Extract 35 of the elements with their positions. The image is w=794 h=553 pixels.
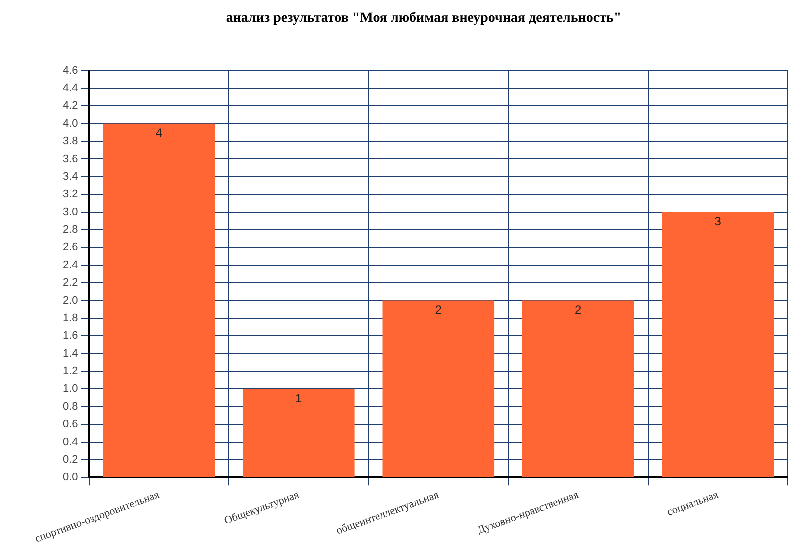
y-tick-label: 4.6	[62, 64, 78, 77]
y-tick-label: 0.8	[62, 400, 78, 413]
y-tick-label: 3.8	[62, 136, 78, 148]
bar	[522, 300, 634, 478]
data-label: 4	[156, 126, 163, 140]
y-tick-label: 1.8	[62, 312, 78, 324]
y-tick-label: 2.6	[62, 242, 78, 254]
y-tick-label: 2.8	[62, 224, 78, 236]
y-tick-label: 2.2	[62, 277, 78, 290]
data-label: 2	[435, 303, 442, 318]
y-tick-label: 0.2	[62, 454, 78, 466]
y-tick-label: 3.0	[62, 206, 78, 218]
y-tick-label: 4.4	[62, 82, 78, 95]
y-tick-label: 1.4	[62, 348, 78, 360]
y-tick-label: 2.4	[62, 259, 78, 272]
bar	[382, 300, 495, 478]
y-tick-label: 3.6	[62, 153, 78, 166]
chart-title: анализ результатов "Моя любимая внеурочная деятельность"	[226, 11, 622, 26]
bar	[662, 212, 774, 478]
y-tick-label: 0.4	[62, 436, 78, 448]
y-tick-label: 0.6	[62, 418, 78, 431]
y-tick-label: 1.0	[62, 383, 78, 396]
data-label: 3	[714, 214, 722, 229]
data-label: 1	[296, 392, 303, 406]
y-tick-label: 4.0	[62, 118, 78, 130]
bar	[243, 389, 355, 478]
y-tick-label: 4.2	[62, 100, 78, 112]
y-tick-label: 3.2	[62, 188, 78, 201]
y-tick-label: 2.0	[62, 294, 78, 307]
y-tick-label: 3.4	[62, 170, 78, 183]
y-tick-label: 1.2	[62, 366, 78, 378]
y-tick-label: 0.0	[62, 472, 78, 484]
data-label: 2	[575, 303, 582, 318]
bar	[103, 124, 216, 478]
y-tick-label: 1.6	[62, 330, 78, 342]
